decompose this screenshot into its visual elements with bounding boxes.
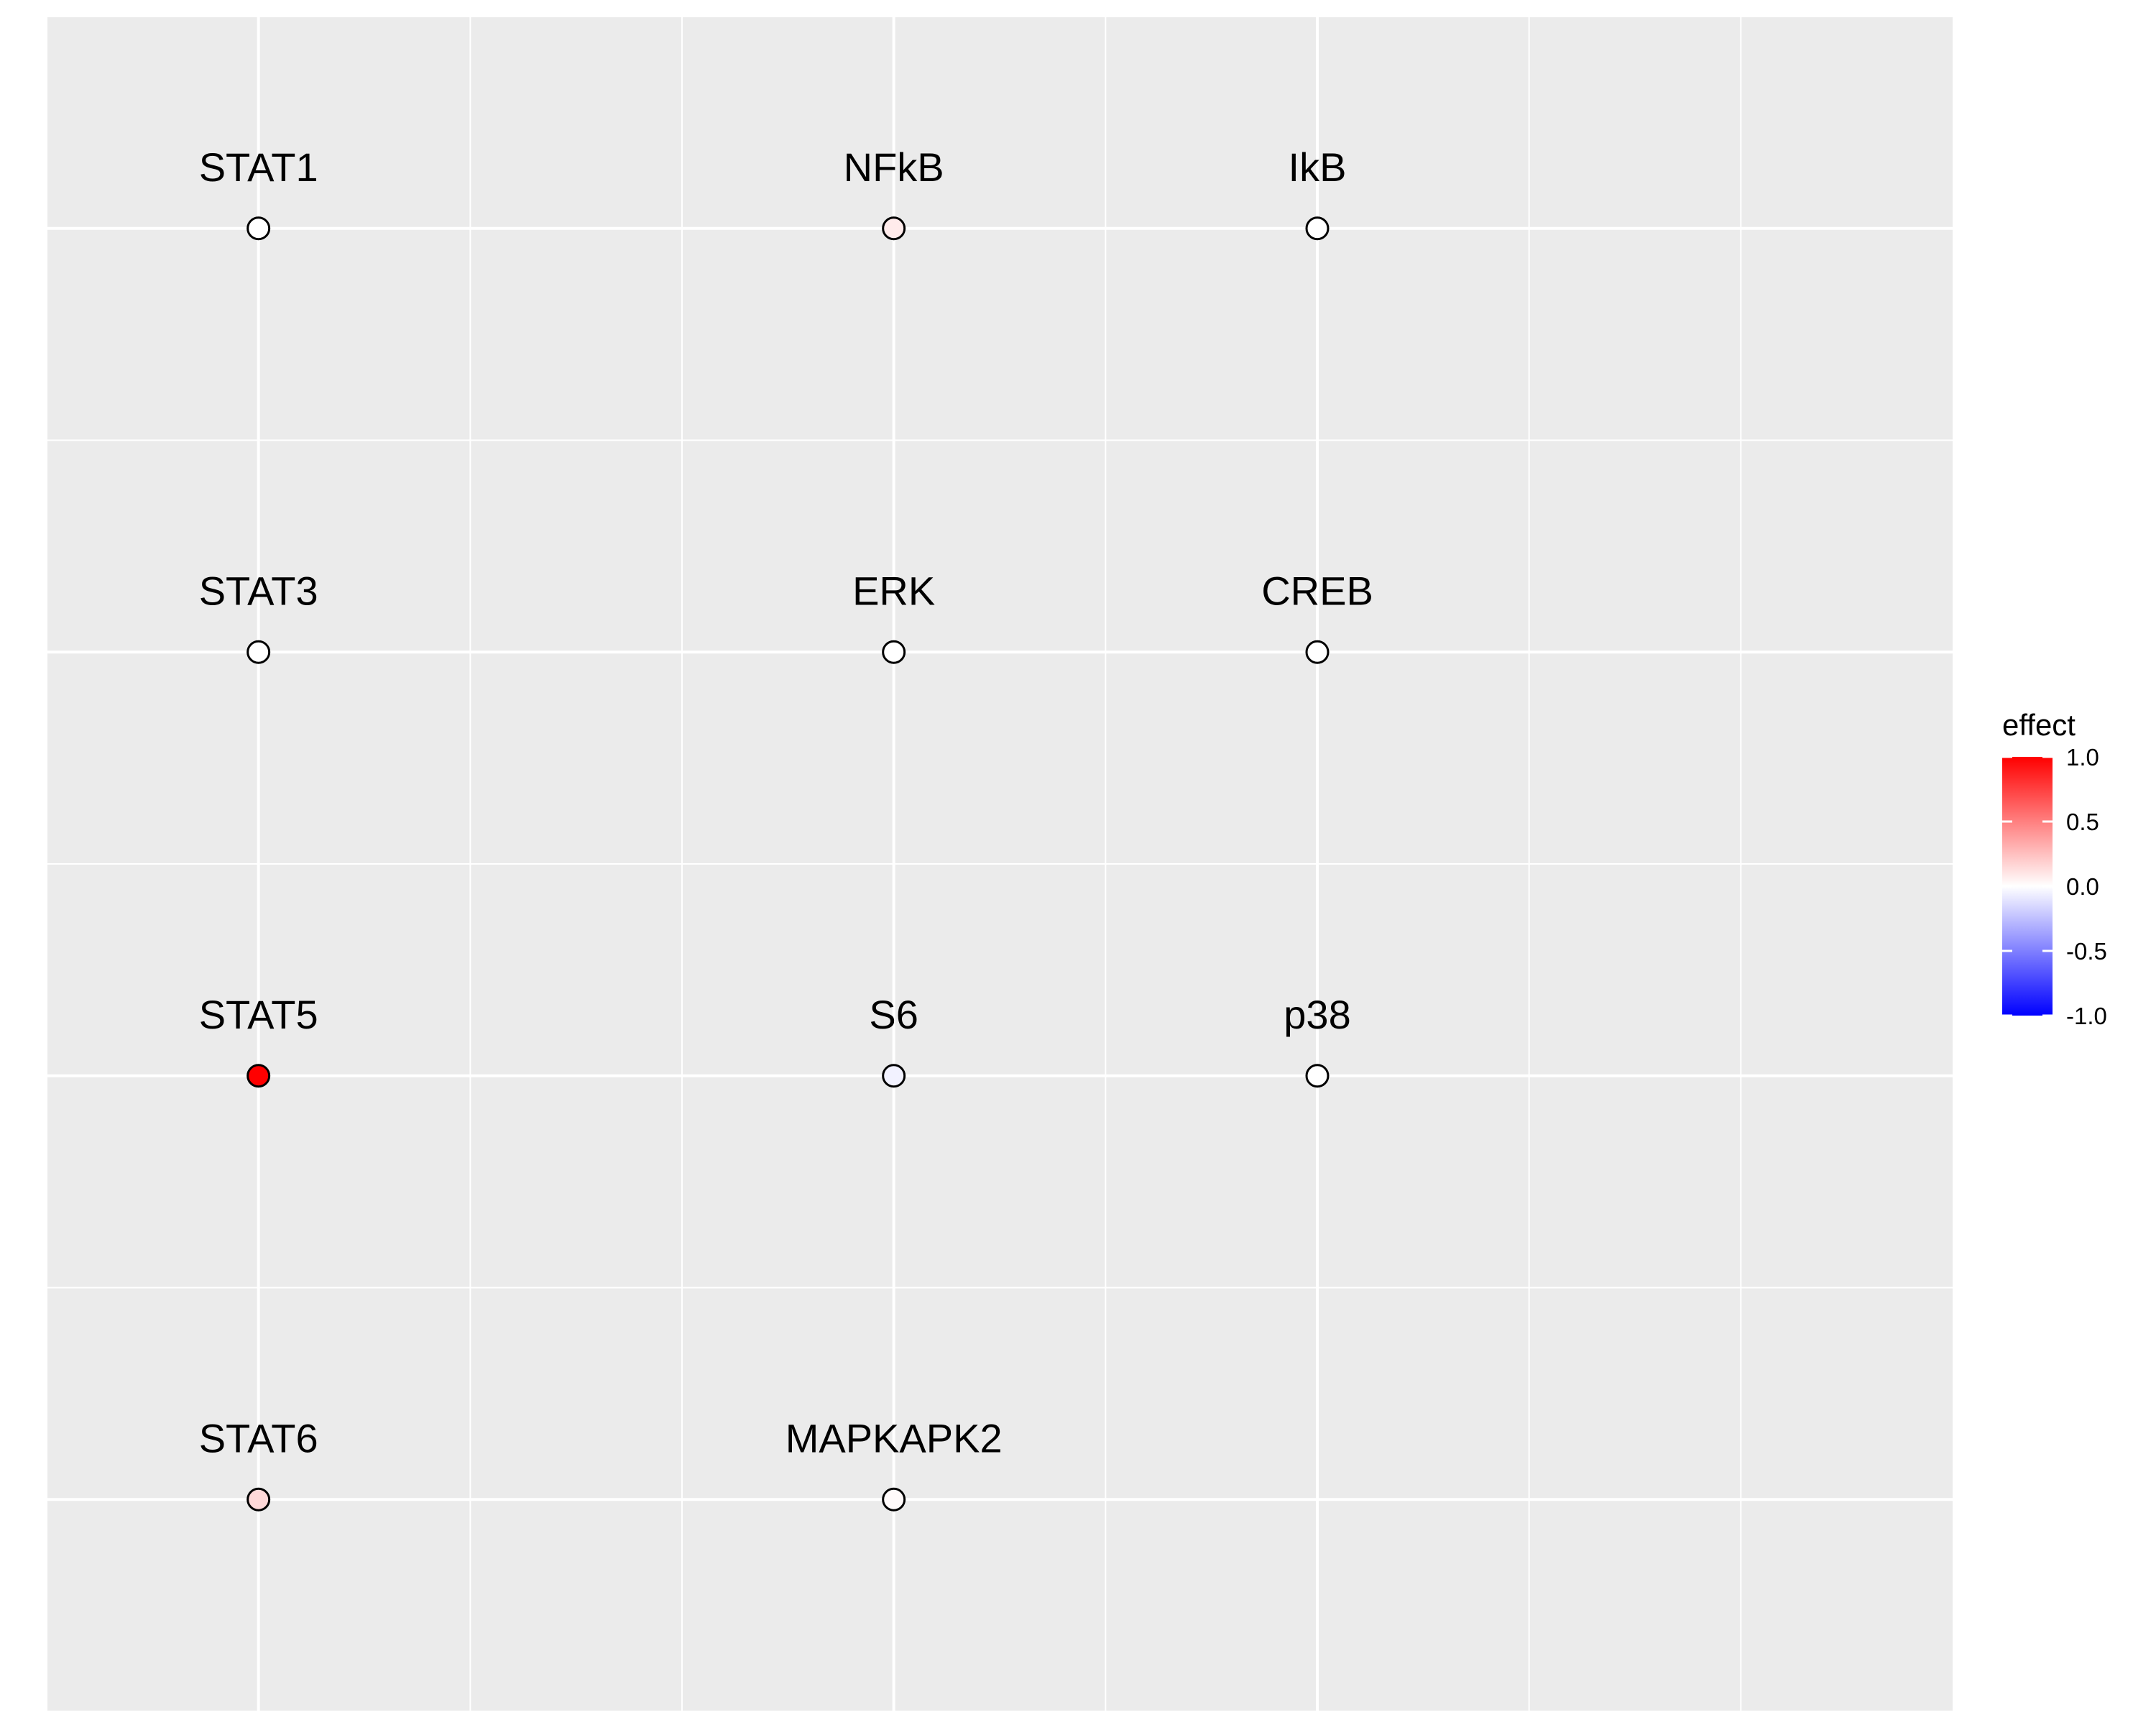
legend-title: effect <box>2002 708 2076 742</box>
point-mapkapk2 <box>882 1487 906 1512</box>
point-stat3 <box>247 640 271 664</box>
label-stat3: STAT3 <box>199 568 318 613</box>
legend: effect 1.0 0.5 0.0 -0.5 -1.0 <box>2002 708 2107 1029</box>
point-stat1 <box>247 216 271 241</box>
label-p38: p38 <box>1284 992 1350 1037</box>
point-nfkb <box>882 216 906 241</box>
point-stat5 <box>247 1064 271 1088</box>
legend-tick-label-0: 1.0 <box>2066 744 2099 770</box>
point-ikb <box>1305 216 1330 241</box>
label-creb: CREB <box>1261 568 1373 613</box>
grid-major <box>47 17 1953 1711</box>
point-stat6 <box>247 1487 271 1512</box>
point-creb <box>1305 640 1330 664</box>
legend-tick-label-4: -1.0 <box>2066 1003 2107 1029</box>
grid-minor <box>46 16 1953 1712</box>
point-p38 <box>1305 1064 1330 1088</box>
legend-ticks: 1.0 0.5 0.0 -0.5 -1.0 <box>2002 744 2107 1029</box>
legend-tick-label-2: 0.0 <box>2066 873 2099 900</box>
data-labels: STAT1 NFkB IkB STAT3 ERK CREB STAT5 S6 p38 STAT6 M… <box>199 144 1373 1461</box>
point-s6 <box>882 1064 906 1088</box>
label-ikb: IkB <box>1289 144 1347 190</box>
label-mapkapk2: MAPKAPK2 <box>786 1415 1003 1460</box>
data-points <box>247 216 1330 1512</box>
label-stat5: STAT5 <box>199 992 318 1037</box>
legend-tick-label-1: 0.5 <box>2066 809 2099 835</box>
point-erk <box>882 640 906 664</box>
label-s6: S6 <box>869 992 918 1037</box>
legend-tick-label-3: -0.5 <box>2066 938 2107 965</box>
label-stat6: STAT6 <box>199 1415 318 1460</box>
label-nfkb: NFkB <box>844 144 944 190</box>
label-erk: ERK <box>852 568 935 613</box>
label-stat1: STAT1 <box>199 144 318 190</box>
